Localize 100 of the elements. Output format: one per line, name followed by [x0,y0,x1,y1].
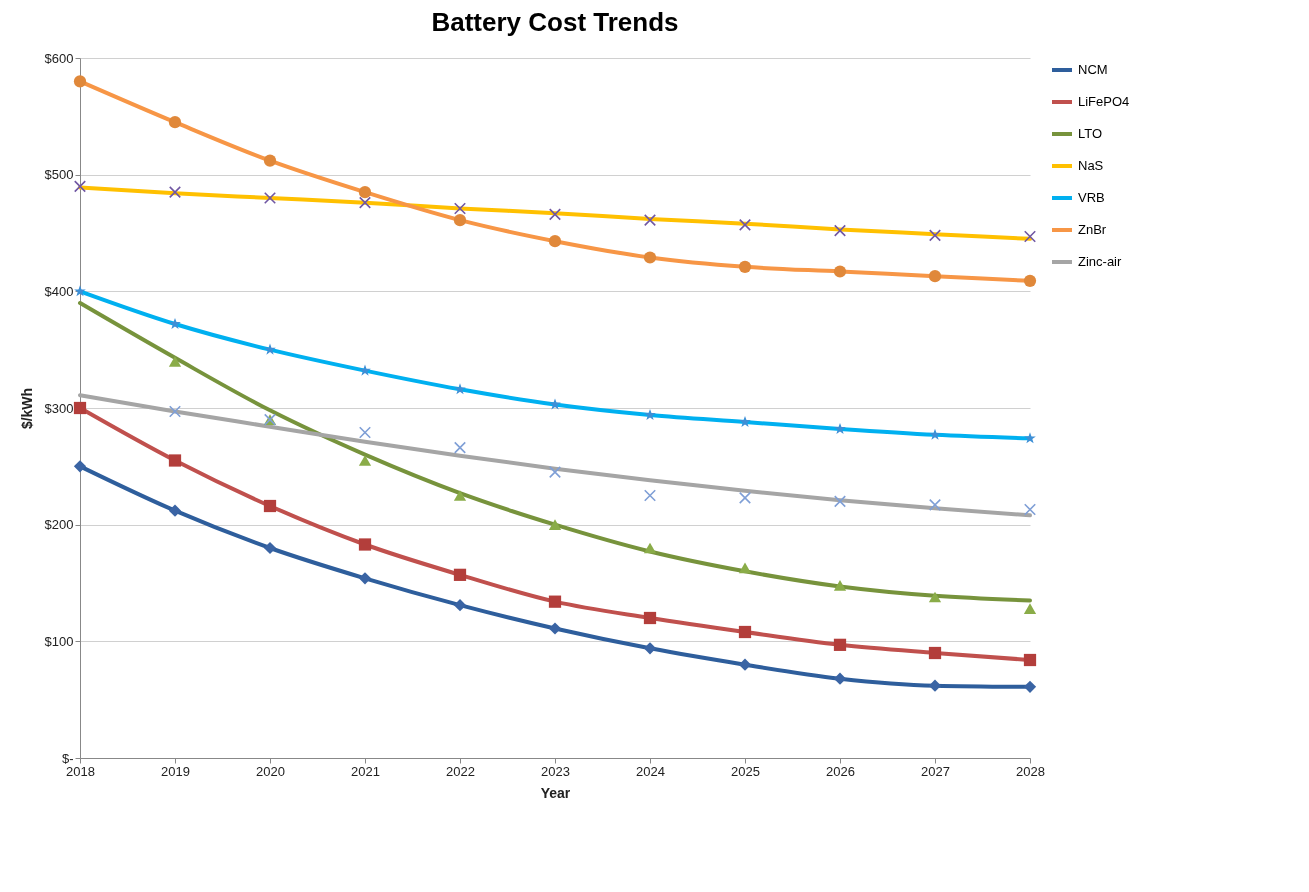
point [548,595,562,608]
legend-label: NCM [1078,62,1108,77]
y-tick-label: $- [61,750,74,766]
point [73,75,87,88]
point [643,214,657,227]
point [169,317,181,329]
legend-label: NaS [1078,158,1104,173]
point [74,285,86,297]
legend-label: Zinc-air [1078,254,1123,269]
x-tick-label: 2026 [826,763,855,779]
point [739,415,751,427]
x-tick-label: 2018 [66,763,95,779]
y-tick-label: $200 [44,517,74,533]
point [263,541,277,555]
x-tick-label: 2023 [541,763,570,779]
point [358,538,372,551]
point [73,180,87,193]
point [358,572,372,585]
point [833,672,847,685]
point [833,580,847,591]
x-tick-label: 2028 [1016,763,1045,779]
point [928,679,942,692]
point [738,562,752,574]
point [929,428,941,440]
point [928,646,942,660]
point [548,208,562,221]
point [928,229,942,242]
point [453,214,467,227]
line-series [78,301,1032,603]
x-axis-title: Year [540,784,571,801]
point [643,642,657,655]
point [73,460,87,473]
point [548,519,562,530]
point [264,343,276,355]
point [263,499,277,513]
point [738,260,752,273]
point [168,356,182,367]
point [358,426,372,439]
point [1024,432,1036,444]
point [1023,653,1037,667]
x-tick-label: 2020 [256,763,285,779]
point [738,218,752,231]
point [359,364,371,376]
point [168,405,182,418]
point [833,224,847,237]
point [928,270,942,283]
x-tick-label: 2025 [731,763,760,779]
point [1023,680,1037,693]
point [644,408,656,420]
point [168,116,182,129]
point [263,154,277,167]
y-tick-label: $600 [44,50,74,66]
point [928,498,942,511]
y-tick-label: $300 [44,400,74,416]
y-tick-label: $500 [44,167,74,183]
point [453,490,467,501]
point [833,495,847,508]
point [358,186,372,199]
point [454,383,466,395]
legend-label: LTO [1078,126,1103,141]
point [168,504,182,517]
x-tick-label: 2019 [161,763,190,779]
point [263,191,277,205]
legend-label: VRB [1078,190,1105,205]
point [834,422,846,434]
point [738,491,752,504]
x-tick-label: 2024 [636,763,665,779]
point [738,625,752,639]
point [548,622,562,635]
point [928,591,942,603]
point [643,489,657,502]
y-axis-title: $/kWh [18,387,35,430]
point [1023,603,1037,614]
point [548,235,562,248]
point [643,542,657,554]
point [643,251,657,264]
point [1023,503,1037,516]
point [453,599,467,612]
point [358,196,372,209]
y-tick-label: $100 [44,633,74,649]
point [833,638,847,651]
x-tick-label: 2027 [921,763,950,779]
point [548,466,562,479]
point [453,202,467,215]
point [168,186,182,199]
chart-title: Battery Cost Trends [431,7,679,37]
legend-label: LiFePO4 [1078,94,1130,109]
point [1023,230,1037,243]
line-series [78,185,1032,241]
point [643,611,657,625]
point [453,568,467,581]
y-tick-label: $400 [44,283,74,299]
point [738,658,752,671]
x-tick-label: 2022 [446,763,475,779]
point [1023,274,1037,287]
x-tick-label: 2021 [351,763,380,779]
point [358,455,372,466]
legend-label: ZnBr [1078,222,1107,237]
point [73,401,87,415]
line-series [78,393,1032,518]
